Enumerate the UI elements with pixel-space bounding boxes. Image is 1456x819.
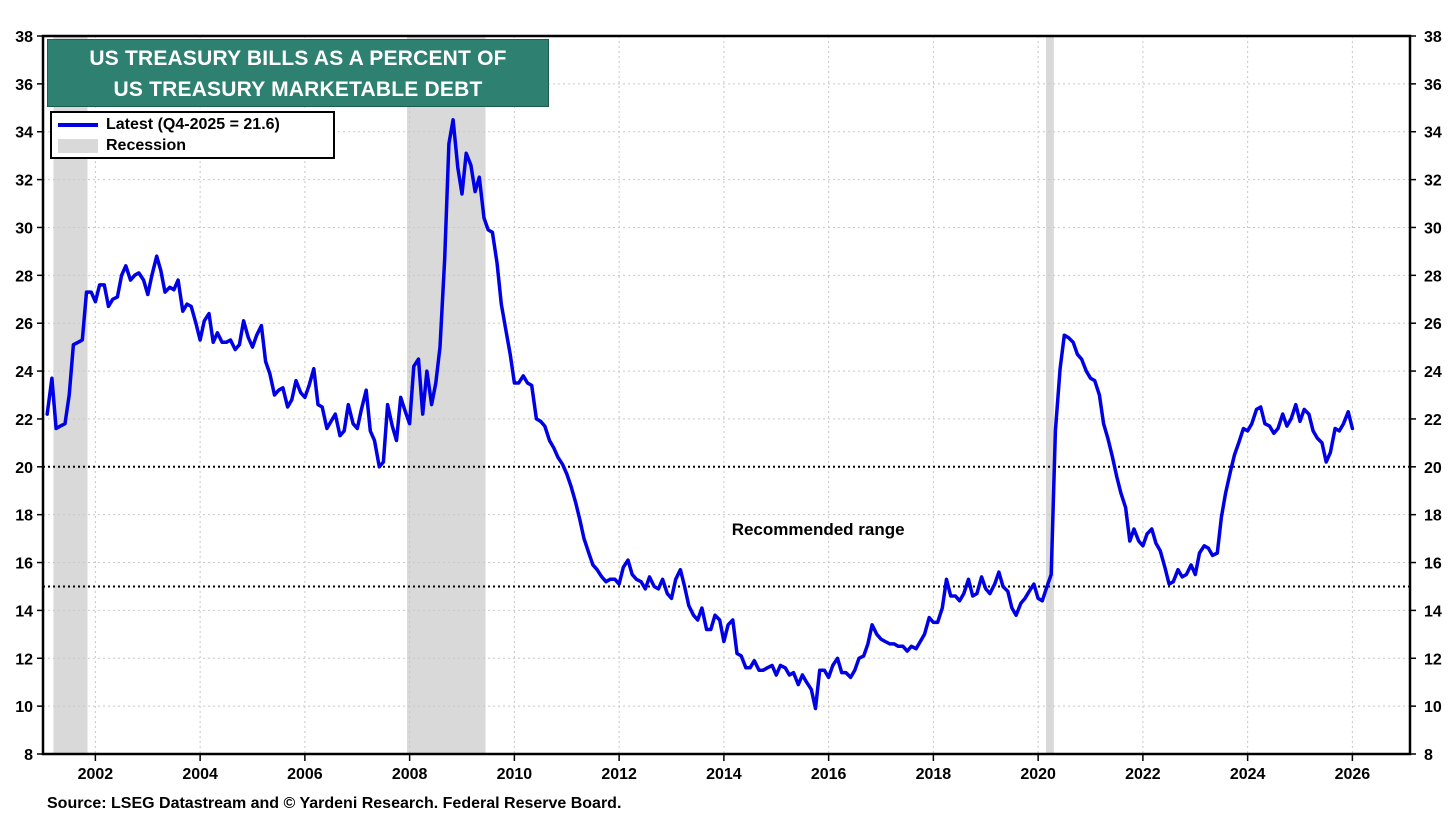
y-tick-right-label-26: 26 xyxy=(1424,316,1442,333)
x-axis: 2002 2004 2006 2008 2010 2012 2014 2016 2018 2020… xyxy=(78,754,1371,783)
legend-entry-series: Latest (Q4-2025 = 21.6) xyxy=(58,115,280,135)
x-tick-label-2012: 2012 xyxy=(601,766,637,783)
y-tick-left-label-34: 34 xyxy=(15,125,33,142)
x-tick-label-2022: 2022 xyxy=(1125,766,1161,783)
y-tick-right-label-34: 34 xyxy=(1424,125,1442,142)
y-tick-left-label-30: 30 xyxy=(15,220,33,237)
recession-band-3 xyxy=(1045,36,1054,754)
x-tick-label-2014: 2014 xyxy=(706,766,742,783)
y-tick-right-label-36: 36 xyxy=(1424,77,1442,94)
x-tick-label-2016: 2016 xyxy=(811,766,847,783)
y-tick-left-label-20: 20 xyxy=(15,460,33,477)
y-tick-right-label-12: 12 xyxy=(1424,651,1442,668)
recommended-range-label: Recommended range xyxy=(732,520,905,539)
y-tick-right-label-38: 38 xyxy=(1424,29,1442,46)
y-axis-left: 8 10 12 14 16 18 20 22 24 26 28 30 32 34 36 38 xyxy=(15,29,43,764)
y-tick-right-label-22: 22 xyxy=(1424,412,1442,429)
chart-title: US TREASURY BILLS AS A PERCENT OF US TRE… xyxy=(47,39,549,107)
x-tick-label-2008: 2008 xyxy=(392,766,428,783)
recession-band-2 xyxy=(407,36,486,754)
series-line-tbills-share xyxy=(45,118,1355,711)
x-tick-label-2006: 2006 xyxy=(287,766,323,783)
x-tick-label-2018: 2018 xyxy=(916,766,952,783)
x-tick-label-2010: 2010 xyxy=(497,766,533,783)
y-tick-left-label-32: 32 xyxy=(15,173,33,190)
y-tick-left-label-38: 38 xyxy=(15,29,33,46)
y-tick-right-label-24: 24 xyxy=(1424,364,1442,381)
y-tick-left-label-10: 10 xyxy=(15,699,33,716)
series xyxy=(45,118,1355,711)
x-tick-label-2020: 2020 xyxy=(1020,766,1056,783)
y-tick-left-label-26: 26 xyxy=(15,316,33,333)
y-tick-right-label-20: 20 xyxy=(1424,460,1442,477)
plot-frame xyxy=(41,34,1412,756)
recommended-range-lines xyxy=(43,465,1410,588)
x-tick-label-2004: 2004 xyxy=(182,766,218,783)
y-tick-left-label-14: 14 xyxy=(15,603,33,620)
legend-series-label: Latest (Q4-2025 = 21.6) xyxy=(106,116,280,133)
y-tick-right-label-28: 28 xyxy=(1424,268,1442,285)
x-tick-label-2002: 2002 xyxy=(78,766,114,783)
y-tick-left-label-12: 12 xyxy=(15,651,33,668)
legend-entry-recession: Recession xyxy=(58,136,186,156)
y-tick-left-label-28: 28 xyxy=(15,268,33,285)
chart-title-line-1: US TREASURY BILLS AS A PERCENT OF xyxy=(89,47,507,70)
y-tick-right-label-14: 14 xyxy=(1424,603,1442,620)
x-tick-label-2026: 2026 xyxy=(1335,766,1371,783)
y-tick-right-label-18: 18 xyxy=(1424,508,1442,525)
y-tick-left-label-16: 16 xyxy=(15,556,33,573)
legend-recession-label: Recession xyxy=(106,137,187,154)
chart-title-line-2: US TREASURY MARKETABLE DEBT xyxy=(113,78,483,101)
y-tick-right-label-32: 32 xyxy=(1424,173,1442,190)
source-note: Source: LSEG Datastream and © Yardeni Re… xyxy=(47,795,622,812)
y-tick-left-label-18: 18 xyxy=(15,508,33,525)
y-tick-left-label-36: 36 xyxy=(15,77,33,94)
y-tick-left-label-22: 22 xyxy=(15,412,33,429)
x-tick-label-2024: 2024 xyxy=(1230,766,1266,783)
y-tick-right-label-16: 16 xyxy=(1424,556,1442,573)
legend: Latest (Q4-2025 = 21.6) Recession xyxy=(50,111,335,159)
y-tick-right-label-8: 8 xyxy=(1424,747,1433,764)
y-tick-left-label-8: 8 xyxy=(24,747,33,764)
y-tick-left-label-24: 24 xyxy=(15,364,33,381)
legend-recession-swatch xyxy=(58,139,98,153)
legend-line-swatch xyxy=(58,123,98,127)
y-tick-right-label-30: 30 xyxy=(1424,220,1442,237)
y-axis-right: 8 10 12 14 16 18 20 22 24 26 28 30 32 34 36 38 xyxy=(1410,29,1442,764)
y-tick-right-label-10: 10 xyxy=(1424,699,1442,716)
